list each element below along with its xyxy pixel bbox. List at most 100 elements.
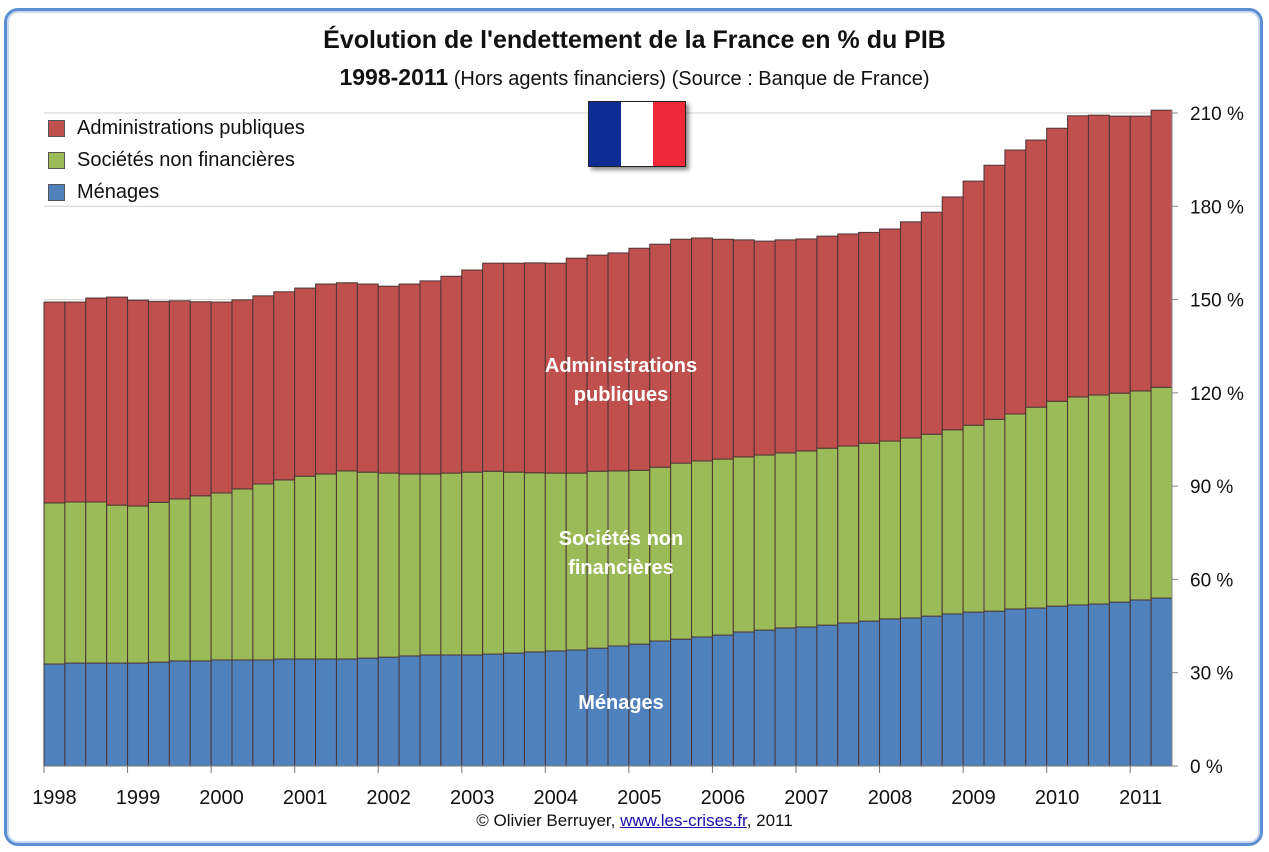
bar-societes [1004, 413, 1027, 610]
bar-menages [189, 660, 212, 767]
x-tick-label: 1999 [116, 787, 161, 809]
bar-societes [962, 424, 985, 613]
bar-societes [461, 471, 484, 656]
y-tick-label: 150 % [1190, 291, 1244, 312]
bar-administrations [1046, 127, 1069, 402]
bar-menages [210, 659, 233, 767]
legend-label: Ménages [77, 181, 160, 203]
legend-item-menages: Ménages [48, 181, 159, 204]
x-tick-label: 2006 [701, 787, 746, 809]
bar-societes [168, 498, 191, 662]
bar-administrations [85, 297, 108, 503]
bar-administrations [837, 233, 860, 447]
x-tick-label: 2007 [784, 787, 829, 809]
bar-societes [419, 473, 442, 656]
bar-administrations [711, 238, 734, 460]
bar-administrations [106, 296, 129, 506]
bar-administrations [1004, 149, 1027, 415]
bar-menages [127, 662, 149, 767]
x-tick-label: 2001 [283, 787, 328, 809]
legend-item-societes: Sociétés non financières [48, 149, 295, 172]
bar-menages [440, 654, 463, 767]
bar-societes [335, 470, 358, 660]
bar-administrations [231, 299, 254, 490]
bar-menages [231, 659, 254, 767]
bar-societes [1108, 392, 1131, 603]
x-tick-label: 2003 [450, 787, 495, 809]
bar-menages [398, 655, 421, 767]
bar-menages [106, 662, 129, 767]
bar-societes [774, 452, 797, 629]
bar-societes [294, 475, 317, 660]
x-tick-label: 2002 [366, 787, 411, 809]
bar-societes [398, 473, 421, 657]
bar-societes [899, 437, 922, 619]
legend-swatch [48, 120, 65, 137]
bar-societes [983, 418, 1006, 612]
bar-administrations [1150, 109, 1173, 388]
bar-administrations [335, 282, 358, 472]
bar-administrations [273, 291, 296, 481]
x-tick-label: 2010 [1035, 787, 1080, 809]
chart-title: Évolution de l'endettement de la France … [323, 26, 946, 54]
bar-administrations [356, 283, 379, 473]
chart-frame [4, 8, 1263, 846]
bar-societes [920, 433, 943, 617]
bar-menages [147, 661, 170, 767]
bar-societes [816, 447, 839, 626]
bar-societes [377, 472, 400, 658]
bar-menages [1004, 608, 1027, 767]
bar-administrations [941, 196, 964, 431]
footer-credit: © Olivier Berruyer, www.les-crises.fr, 2… [476, 811, 793, 830]
bar-menages [1087, 603, 1110, 767]
bar-societes [941, 429, 964, 615]
y-tick-label: 60 % [1190, 570, 1233, 591]
bar-menages [1025, 607, 1048, 767]
bar-menages [879, 618, 901, 767]
bar-menages [1108, 601, 1131, 767]
bar-societes [837, 445, 860, 624]
bar-societes [231, 488, 254, 661]
bar-administrations [879, 228, 901, 442]
france-flag-icon [588, 101, 686, 167]
bar-societes [1067, 396, 1089, 606]
bar-administrations [691, 237, 713, 462]
inner-label-societes: Sociétés non financières [558, 528, 684, 579]
bar-menages [335, 658, 358, 767]
legend-swatch [48, 152, 65, 169]
inner-label-menages: Ménages [578, 692, 664, 714]
bar-menages [753, 629, 776, 767]
bar-administrations [252, 295, 275, 485]
x-tick-label: 1998 [32, 787, 77, 809]
x-tick-label: 2011 [1119, 787, 1162, 809]
bar-societes [64, 501, 87, 664]
legend-label: Sociétés non financières [77, 149, 295, 171]
bar-administrations [1129, 115, 1152, 392]
bar-administrations [64, 301, 87, 503]
bar-administrations [753, 240, 776, 456]
bar-menages [273, 658, 296, 767]
source-link[interactable]: www.les-crises.fr [620, 811, 747, 830]
bar-administrations [962, 180, 985, 426]
bar-societes [127, 505, 149, 664]
x-tick-label: 2009 [951, 787, 996, 809]
bar-societes [440, 472, 463, 656]
bar-administrations [147, 300, 170, 503]
bar-societes [189, 495, 212, 662]
bar-societes [753, 454, 776, 631]
bar-menages [43, 663, 66, 767]
bar-administrations [1087, 114, 1110, 396]
bar-administrations [920, 211, 943, 435]
bar-menages [377, 656, 400, 767]
x-tick-label: 2005 [617, 787, 662, 809]
bar-menages [962, 611, 985, 767]
y-tick-label: 180 % [1190, 197, 1244, 218]
bar-societes [106, 504, 129, 664]
bar-administrations [398, 283, 421, 475]
x-tick-label: 2008 [868, 787, 913, 809]
y-tick-label: 0 % [1190, 757, 1223, 778]
y-tick-label: 90 % [1190, 477, 1233, 498]
bar-societes [85, 501, 108, 664]
